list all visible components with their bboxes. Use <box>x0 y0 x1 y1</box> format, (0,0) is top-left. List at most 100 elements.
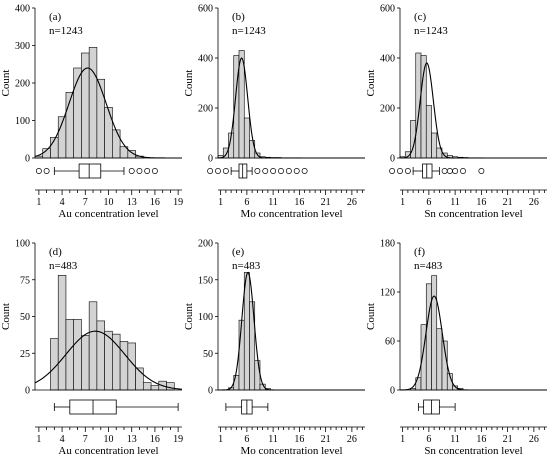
outlier-point <box>207 168 214 174</box>
x-tick-label: 7 <box>83 197 88 208</box>
histogram-bar <box>112 129 121 159</box>
x-tick-label: 21 <box>321 434 331 445</box>
histogram-bar <box>166 382 175 391</box>
x-tick-label: 21 <box>503 197 513 208</box>
x-tick-label: 1 <box>400 197 405 208</box>
x-tick-label: 11 <box>268 434 278 445</box>
histogram-bar <box>431 275 438 391</box>
x-tick-label: 21 <box>503 434 513 445</box>
y-axis-title: Count <box>183 303 195 330</box>
x-axis-title: Mo concentration level <box>240 445 342 457</box>
histogram-bar <box>88 47 98 159</box>
outlier-point <box>446 168 453 174</box>
histogram-bar <box>65 319 74 391</box>
x-tick-label: 13 <box>127 434 137 445</box>
x-tick-label: 1 <box>218 434 223 445</box>
x-tick-label: 4 <box>60 434 65 445</box>
y-tick-label: 180 <box>380 239 395 250</box>
y-tick-label: 0 <box>25 154 30 165</box>
histogram-bar <box>104 330 113 391</box>
histogram-bar <box>143 382 152 391</box>
outlier-point <box>136 168 143 174</box>
y-tick-label: 50 <box>20 312 30 323</box>
x-axis-title: Au concentration level <box>58 208 158 220</box>
x-axis-title: Au concentration level <box>58 445 158 457</box>
outlier-point <box>478 168 485 174</box>
x-tick-label: 26 <box>347 197 357 208</box>
histogram-bar <box>238 319 245 391</box>
outlier-point <box>222 168 229 174</box>
panel-d: 0 25 50 75 100 Count (d) n=483 1 4 7 10 13 16 19 Au con… <box>0 239 183 457</box>
panel-label: (b) <box>232 11 245 23</box>
histogram-bar <box>436 328 443 391</box>
histogram-bar <box>233 374 240 391</box>
y-tick-label: 100 <box>15 239 30 250</box>
x-tick-label: 16 <box>476 197 486 208</box>
y-tick-label: 60 <box>385 337 395 348</box>
n-label: n=483 <box>49 260 78 272</box>
x-tick-label: 1 <box>36 434 41 445</box>
box-iqr <box>422 163 433 179</box>
y-tick-label: 0 <box>390 154 395 165</box>
outlier-point <box>285 168 292 174</box>
outlier-point <box>301 168 308 174</box>
x-tick-label: 19 <box>173 197 183 208</box>
outlier-point <box>151 168 158 174</box>
outlier-point <box>278 168 284 174</box>
outlier-point <box>262 168 269 174</box>
x-tick-label: 13 <box>127 197 137 208</box>
panel-label: (d) <box>49 246 62 258</box>
y-tick-label: 0 <box>25 386 30 397</box>
y-tick-label: 120 <box>380 288 395 299</box>
x-axis-title: Sn concentration level <box>424 445 522 457</box>
outlier-point <box>389 168 396 174</box>
x-tick-label: 16 <box>294 434 304 445</box>
histogram-bar <box>254 360 261 391</box>
x-tick-label: 1 <box>218 197 223 208</box>
x-tick-label: 6 <box>426 197 431 208</box>
histogram-bar <box>425 283 432 391</box>
y-tick-label: 25 <box>20 349 30 360</box>
x-tick-label: 19 <box>173 434 183 445</box>
outlier-point <box>144 168 151 174</box>
histogram-bar <box>431 132 438 159</box>
histogram-bar <box>88 301 98 391</box>
outlier-point <box>43 168 50 174</box>
histogram-bar <box>150 385 160 391</box>
outlier-point <box>35 168 42 174</box>
y-tick-label: 200 <box>198 239 213 250</box>
box-iqr <box>78 163 102 179</box>
histogram-bar <box>96 78 105 159</box>
y-tick-label: 300 <box>15 41 30 52</box>
y-tick-label: 200 <box>380 104 395 115</box>
normal-fit-curve <box>34 330 183 390</box>
outlier-point <box>460 168 466 174</box>
histogram-bar <box>81 335 90 391</box>
outlier-point <box>452 168 459 174</box>
y-tick-label: 600 <box>380 4 395 15</box>
y-tick-label: 400 <box>15 4 30 15</box>
x-tick-label: 6 <box>426 434 431 445</box>
y-axis-title: Count <box>0 303 12 330</box>
x-tick-label: 16 <box>150 197 160 208</box>
panel-label: (a) <box>49 11 62 23</box>
histogram-bar <box>238 50 245 159</box>
panel-a: 0 100 200 300 400 Count (a) n=1243 1 4 7 10 13 16 19 Au… <box>0 4 183 221</box>
x-tick-label: 6 <box>244 434 249 445</box>
outlier-point <box>254 168 261 174</box>
outlier-point <box>215 168 221 174</box>
outlier-point <box>293 168 300 174</box>
x-tick-label: 10 <box>104 434 114 445</box>
histogram-bar <box>119 341 129 391</box>
y-tick-label: 50 <box>203 349 213 360</box>
x-tick-label: 11 <box>450 434 460 445</box>
x-tick-label: 11 <box>268 197 278 208</box>
y-axis-title: Count <box>0 70 12 97</box>
x-tick-label: 16 <box>476 434 486 445</box>
panel-label: (e) <box>232 246 245 258</box>
outlier-point <box>441 168 448 174</box>
y-tick-label: 150 <box>198 275 213 286</box>
